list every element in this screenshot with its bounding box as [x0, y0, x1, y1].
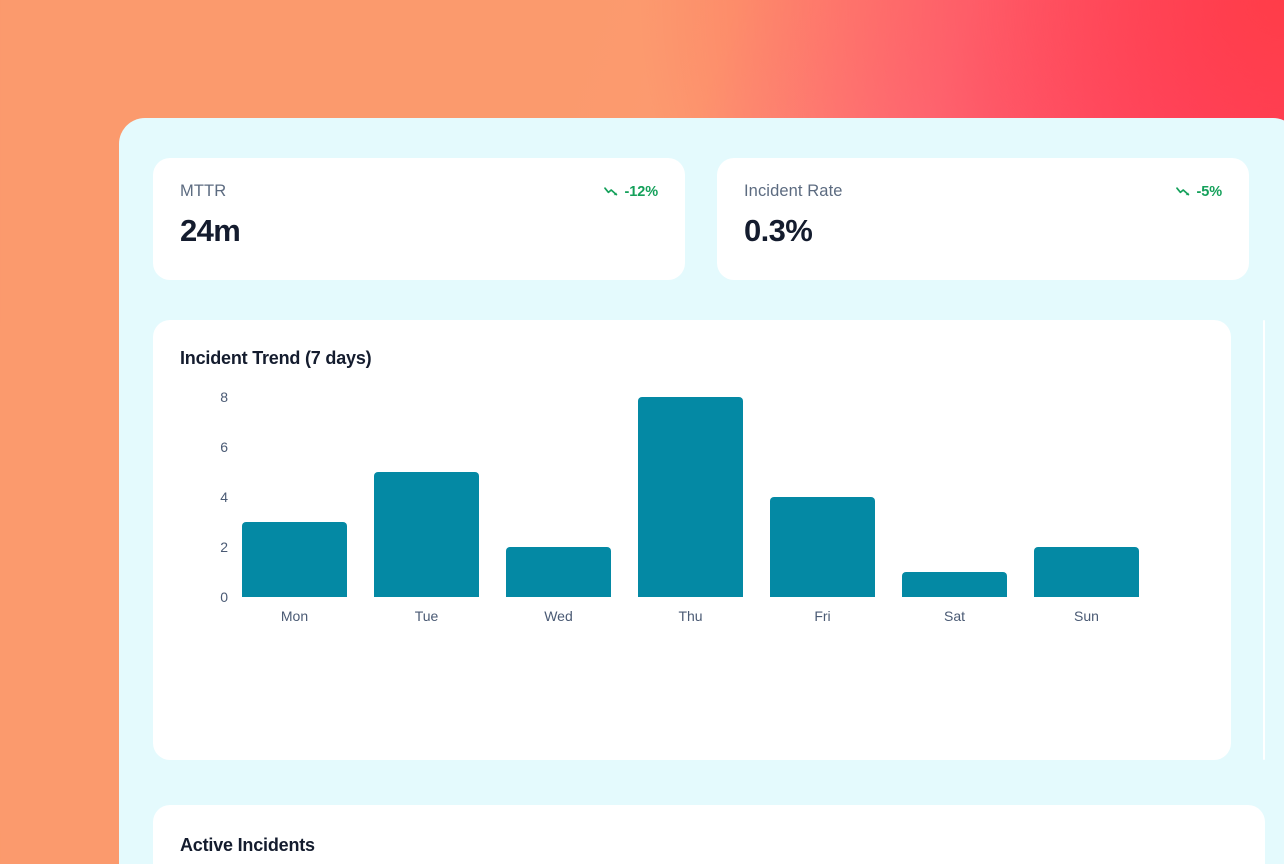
trend-down-icon [603, 186, 620, 198]
chart-bar[interactable] [506, 547, 611, 597]
trend-down-icon [1175, 186, 1192, 198]
kpi-stat-row: MTTR -12% 24m Incident Rate [153, 158, 1265, 280]
x-axis-label: Sat [943, 608, 965, 624]
stat-value: 24m [180, 213, 241, 248]
chart-bar[interactable] [242, 522, 347, 597]
bar-chart: 0 2 4 6 8 Mon Tue Wed Thu Fri Sat Sun [180, 389, 1204, 647]
chart-bar[interactable] [770, 497, 875, 597]
bar-slot [374, 397, 506, 597]
stat-value: 0.3% [744, 213, 813, 248]
active-incidents-card: Active Incidents [153, 805, 1265, 864]
bar-slot [1034, 397, 1166, 597]
x-axis-label: Wed [544, 608, 573, 624]
x-axis-label: Mon [280, 608, 309, 624]
y-axis-tick: 6 [220, 439, 228, 455]
stat-delta-value: -12% [624, 183, 659, 200]
y-axis-tick: 2 [220, 539, 228, 555]
chart-bar[interactable] [902, 572, 1007, 597]
stat-card-header: MTTR -12% [180, 182, 658, 201]
dashboard-panel: MTTR -12% 24m Incident Rate [119, 118, 1284, 864]
y-axis-tick: 0 [220, 589, 228, 605]
incident-trend-card: Incident Trend (7 days) 0 2 4 6 8 Mon Tue Wed T… [153, 320, 1231, 760]
x-axis: Mon Tue Wed Thu Fri Sat Sun [242, 608, 1204, 624]
chart-title: Incident Trend (7 days) [180, 348, 372, 368]
stat-delta-value: -5% [1196, 183, 1223, 200]
stat-card-header: Incident Rate -5% [744, 182, 1222, 201]
stat-card-incident-rate[interactable]: Incident Rate -5% 0.3% [717, 158, 1249, 280]
bar-slot [770, 397, 902, 597]
bar-slot [902, 397, 1034, 597]
chart-bar[interactable] [638, 397, 743, 597]
x-axis-label: Thu [678, 608, 703, 624]
stat-label: Incident Rate [744, 182, 843, 200]
chart-bar[interactable] [1034, 547, 1139, 597]
bar-series [242, 397, 1204, 597]
y-axis-tick: 8 [220, 389, 228, 405]
chart-card-overflow[interactable] [1263, 320, 1265, 760]
bar-slot [638, 397, 770, 597]
bar-slot [506, 397, 638, 597]
y-axis-tick: 4 [220, 489, 228, 505]
stat-delta: -5% [1175, 183, 1223, 200]
chart-bar[interactable] [374, 472, 479, 597]
y-axis: 0 2 4 6 8 [180, 389, 228, 605]
x-axis-label: Fri [814, 608, 831, 624]
stat-delta: -12% [603, 183, 659, 200]
x-axis-label: Tue [414, 608, 439, 624]
stat-label: MTTR [180, 182, 227, 200]
bar-slot [242, 397, 374, 597]
active-incidents-title: Active Incidents [180, 835, 315, 855]
chart-row: Incident Trend (7 days) 0 2 4 6 8 Mon Tue Wed T… [153, 320, 1265, 760]
x-axis-label: Sun [1074, 608, 1099, 624]
stat-card-mttr[interactable]: MTTR -12% 24m [153, 158, 685, 280]
